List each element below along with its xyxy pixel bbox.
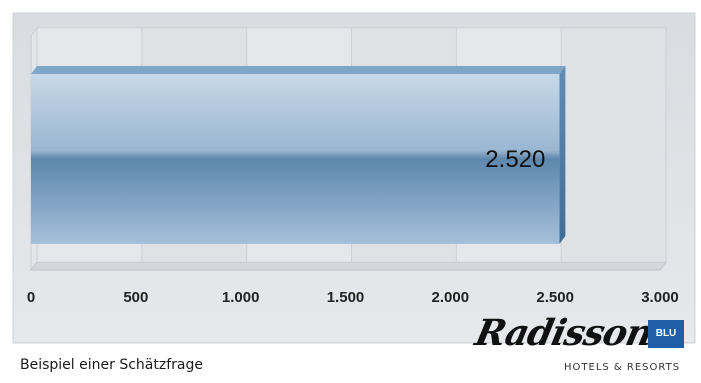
x-axis-ticks: 0 500 1.000 1.500 2.000 2.500 3.000 [27,289,679,306]
logo-subtitle: HOTELS & RESORTS [564,362,681,373]
x-tick-label: 1.000 [222,289,260,306]
logo-script-text: Radisson [471,312,657,354]
grid-band [561,28,666,262]
caption: Beispiel einer Schätzfrage [20,357,203,373]
x-tick-label: 500 [123,289,148,306]
x-tick-label: 2.500 [536,289,574,306]
bar-top-face [31,66,566,74]
plot-floor [30,261,667,271]
logo-badge: BLU [648,320,684,348]
x-tick-label: 1.500 [327,289,365,306]
bars: 2.520 [31,66,566,244]
bar-data-label: 2.520 [485,146,545,173]
bar-side-face [559,66,566,244]
x-tick-label: 2.000 [432,289,470,306]
radisson-blu-logo: Radisson BLU HOTELS & RESORTS [472,312,694,378]
bar: 2.520 [31,66,566,244]
x-tick-label: 0 [27,289,35,306]
x-tick-label: 3.000 [641,289,679,306]
bar-front-face [31,74,560,244]
